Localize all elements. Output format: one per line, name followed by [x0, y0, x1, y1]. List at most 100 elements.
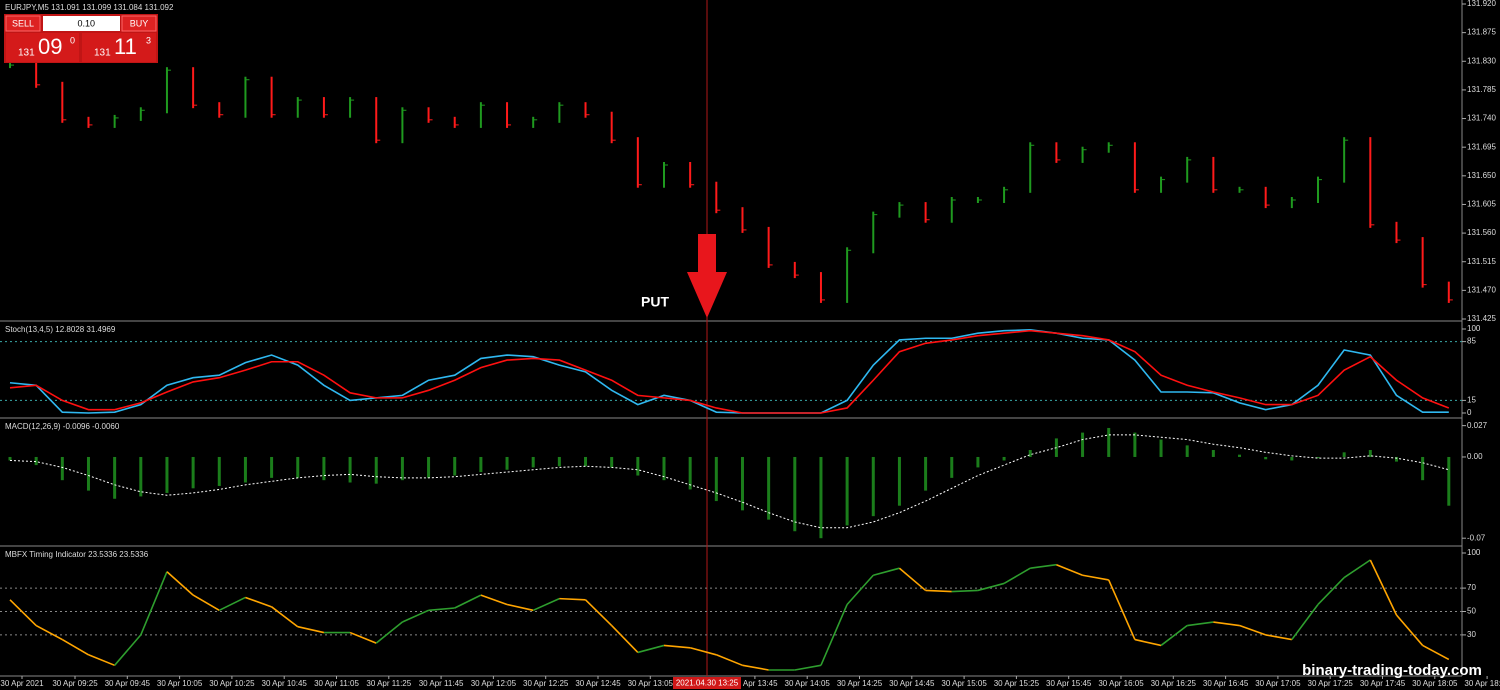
- histogram-bar: [767, 456, 771, 520]
- x-tick-label: 30 Apr 16:25: [1151, 679, 1197, 688]
- trade-panel: SELL 0.10 BUY 131 09 0 131 11 3: [4, 14, 158, 63]
- histogram-bar: [1447, 456, 1451, 506]
- y-tick-label: 131.515: [1467, 257, 1496, 266]
- indicator-segment: [1239, 624, 1266, 636]
- indicator-segment: [218, 596, 246, 612]
- x-tick-label: 30 Apr 11:45: [419, 679, 464, 688]
- histogram-bar: [688, 456, 692, 490]
- panel-title: EURJPY,M5 131.091 131.099 131.084 131.09…: [5, 3, 174, 12]
- y-tick-label: 131.695: [1467, 142, 1496, 151]
- indicator-segment: [271, 606, 299, 628]
- indicator-segment: [428, 607, 455, 612]
- y-tick-label: 131.560: [1467, 228, 1496, 237]
- indicator-segment: [1395, 614, 1424, 646]
- sell-label: SELL: [12, 18, 34, 28]
- histogram-bar: [348, 456, 352, 483]
- price-bar: [1421, 237, 1427, 288]
- price-bar: [296, 97, 302, 118]
- price-bar: [1081, 146, 1087, 163]
- price-bar: [349, 97, 355, 118]
- indicator-segment: [1265, 634, 1292, 641]
- histogram-bar: [1107, 427, 1111, 457]
- price-bar: [584, 102, 590, 118]
- cursor-time: 2021.04.30 13:25: [676, 679, 739, 688]
- indicator-segment: [1317, 577, 1345, 606]
- price-bar: [218, 102, 224, 118]
- indicator-segment: [1082, 574, 1109, 581]
- x-tick-label: 30 Apr 13:05: [628, 679, 674, 688]
- indicator-segment: [532, 597, 560, 612]
- lot-input[interactable]: [43, 16, 120, 31]
- price-bar: [663, 162, 668, 188]
- histogram-bar: [60, 456, 64, 481]
- histogram-bar: [270, 456, 274, 478]
- indicator-segment: [375, 621, 403, 644]
- x-tick-label: 30 Apr 10:05: [157, 679, 203, 688]
- price-bar: [113, 114, 119, 128]
- indicator-segment: [166, 571, 194, 596]
- bid-main: 09: [38, 34, 62, 59]
- sell-button[interactable]: [5, 15, 41, 32]
- panel-title: MACD(12,26,9) -0.0096 -0.0060: [5, 422, 120, 431]
- histogram-bar: [1264, 456, 1268, 460]
- histogram-bar: [217, 456, 221, 486]
- price-bar: [61, 81, 67, 123]
- histogram-bar: [400, 456, 404, 481]
- price-bar: [532, 116, 538, 128]
- y-tick-label: 131.605: [1467, 200, 1496, 209]
- indicator-segment: [925, 589, 952, 593]
- price-bar: [689, 162, 695, 188]
- price-bar: [479, 102, 485, 128]
- price-bar: [1290, 197, 1296, 209]
- price-bar: [322, 97, 328, 118]
- buy-button[interactable]: [121, 15, 157, 32]
- y-tick-label: 70: [1467, 583, 1476, 592]
- y-tick-label: 131.830: [1467, 56, 1496, 65]
- indicator-segment: [820, 604, 848, 666]
- histogram-bar: [1316, 456, 1320, 459]
- price-bar: [244, 76, 250, 118]
- lot-value: 0.10: [77, 18, 95, 28]
- histogram-bar: [243, 456, 247, 483]
- indicator-segment: [1134, 638, 1162, 647]
- x-tick-label: 30 Apr 13:45: [732, 679, 778, 688]
- x-tick-label: 30 Apr 14:45: [889, 679, 935, 688]
- indicator-line: [9, 329, 1450, 414]
- bid-box[interactable]: [6, 33, 79, 62]
- y-tick-label: 131.650: [1467, 171, 1496, 180]
- histogram-bar: [322, 456, 326, 481]
- indicator-segment: [349, 631, 377, 644]
- price-bar: [375, 97, 381, 144]
- histogram-bar: [86, 456, 90, 491]
- histogram-bar: [1290, 456, 1294, 461]
- price-bar: [1447, 281, 1453, 303]
- bid-small: 0: [70, 35, 75, 45]
- y-tick-label: 0.027: [1467, 421, 1488, 430]
- put-arrow: [687, 234, 727, 318]
- price-bar: [1055, 142, 1061, 163]
- histogram-bar: [139, 456, 143, 497]
- price-bar: [976, 197, 982, 203]
- buy-label: BUY: [130, 18, 149, 28]
- x-tick-label: 30 Apr 09:45: [105, 679, 151, 688]
- histogram-bar: [871, 456, 875, 517]
- x-tick-label: 30 Apr 14:25: [837, 679, 883, 688]
- ask-box[interactable]: [82, 33, 156, 62]
- price-bar: [87, 116, 93, 128]
- x-tick-label: 30 Apr 10:25: [209, 679, 255, 688]
- x-tick-label: 30 Apr 2021: [0, 679, 44, 688]
- y-tick-label: 131.740: [1467, 114, 1496, 123]
- indicator-line: [9, 329, 1449, 414]
- price-bar: [1186, 156, 1192, 183]
- indicator-segment: [297, 625, 325, 634]
- price-bar: [506, 102, 512, 128]
- indicator-segment: [663, 644, 691, 649]
- indicator-segment: [611, 624, 639, 654]
- price-bar: [1343, 137, 1349, 183]
- indicator-segment: [1213, 621, 1240, 627]
- histogram-bar: [374, 456, 378, 484]
- histogram-bar: [610, 456, 614, 468]
- x-tick-label: 30 Apr 16:45: [1203, 679, 1249, 688]
- x-tick-label: 30 Apr 12:25: [523, 679, 569, 688]
